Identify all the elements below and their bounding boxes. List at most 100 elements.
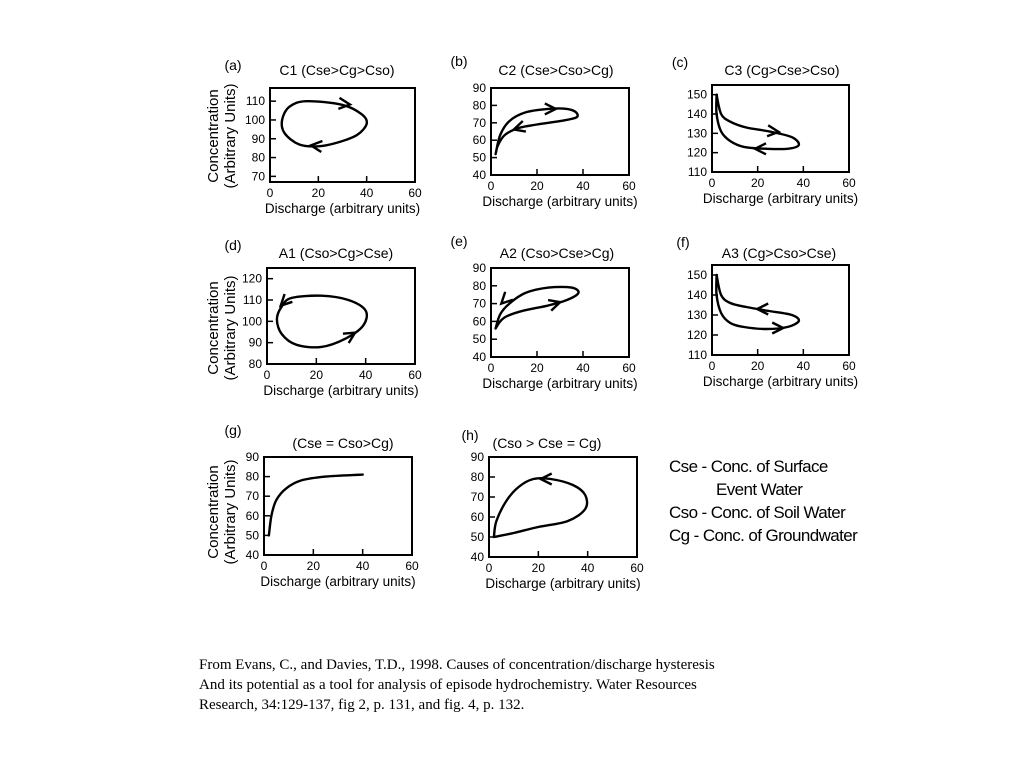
y-tick-label: 90 bbox=[249, 336, 263, 350]
y-tick-label: 120 bbox=[687, 328, 707, 342]
x-tick-label: 40 bbox=[797, 359, 811, 373]
plot-frame bbox=[269, 87, 416, 183]
x-tick-label: 20 bbox=[532, 561, 546, 575]
x-tick-label: 20 bbox=[307, 559, 321, 573]
legend-line-cse-continued: Event Water bbox=[716, 480, 803, 499]
y-tick-label: 120 bbox=[687, 146, 707, 160]
legend-line-cse: Cse - Conc. of Surface bbox=[669, 457, 828, 476]
y-axis-label-line: Concentration bbox=[205, 89, 222, 182]
direction-arrow bbox=[766, 124, 782, 138]
y-tick-label: 90 bbox=[471, 450, 485, 464]
y-axis-label: Concentration(Arbitrary Units) bbox=[205, 459, 239, 564]
hysteresis-curve bbox=[280, 99, 369, 148]
panel-label: (e) bbox=[450, 233, 467, 249]
y-axis-label: Concentration(Arbitrary Units) bbox=[205, 83, 239, 188]
chart-title: C1 (Cse>Cg>Cso) bbox=[279, 62, 394, 78]
hysteresis-curve bbox=[715, 93, 801, 151]
direction-arrow bbox=[547, 298, 563, 312]
y-tick-label: 40 bbox=[473, 350, 487, 364]
direction-arrow bbox=[771, 321, 786, 335]
y-tick-label: 80 bbox=[246, 470, 260, 484]
x-tick-label: 20 bbox=[530, 179, 544, 193]
y-tick-label: 70 bbox=[473, 116, 487, 130]
x-tick-label: 40 bbox=[356, 559, 370, 573]
y-tick-label: 50 bbox=[471, 530, 485, 544]
y-tick-label: 60 bbox=[473, 314, 487, 328]
x-tick-label: 60 bbox=[622, 361, 636, 375]
y-tick-label: 130 bbox=[687, 308, 707, 322]
y-tick-label: 150 bbox=[687, 88, 707, 102]
y-tick-label: 110 bbox=[688, 348, 707, 362]
panel-label: (a) bbox=[224, 57, 241, 73]
legend-line-cso: Cso - Conc. of Soil Water bbox=[669, 503, 846, 522]
hysteresis-curve bbox=[494, 107, 579, 156]
panel-c: (c) C3 (Cg>Cse>Cso) 110 120 130 140 150 0 20 40 60… bbox=[672, 54, 858, 206]
y-axis-label-line: (Arbitrary Units) bbox=[222, 459, 239, 564]
y-tick-label: 90 bbox=[252, 132, 266, 146]
hysteresis-curve bbox=[715, 273, 801, 331]
y-axis-label-line: (Arbitrary Units) bbox=[222, 275, 239, 380]
y-tick-label: 50 bbox=[473, 151, 487, 165]
citation-line: From Evans, C., and Davies, T.D., 1998. … bbox=[199, 657, 715, 673]
x-tick-label: 60 bbox=[408, 368, 422, 382]
x-tick-label: 60 bbox=[842, 359, 856, 373]
panel-label: (d) bbox=[224, 237, 241, 253]
y-tick-label: 40 bbox=[246, 548, 260, 562]
x-tick-label: 0 bbox=[267, 186, 274, 200]
chart-title: A1 (Cso>Cg>Cse) bbox=[279, 245, 393, 261]
x-tick-label: 40 bbox=[576, 361, 590, 375]
y-axis-label-line: (Arbitrary Units) bbox=[222, 83, 239, 188]
panel-d: (d) A1 (Cso>Cg>Cse) 80 90 100 110 120 0 20 40 60Di… bbox=[205, 237, 422, 398]
y-tick-label: 120 bbox=[242, 272, 262, 286]
y-tick-label: 110 bbox=[246, 94, 265, 108]
y-axis-label-line: Concentration bbox=[205, 281, 222, 374]
y-tick-label: 50 bbox=[246, 528, 260, 542]
x-tick-label: 60 bbox=[405, 559, 419, 573]
x-tick-label: 0 bbox=[264, 368, 271, 382]
citation-line: And its potential as a tool for analysis… bbox=[199, 677, 697, 693]
plot-frame bbox=[490, 267, 630, 358]
plot-frame bbox=[711, 84, 850, 173]
hysteresis-curve bbox=[494, 285, 580, 330]
y-tick-label: 90 bbox=[473, 261, 487, 275]
x-axis-label: Discharge (arbitrary units) bbox=[260, 574, 415, 589]
x-axis-label: Discharge (arbitrary units) bbox=[485, 576, 640, 591]
plot-frame bbox=[488, 456, 638, 558]
x-tick-label: 0 bbox=[488, 179, 495, 193]
x-tick-label: 40 bbox=[360, 186, 374, 200]
x-tick-label: 20 bbox=[530, 361, 544, 375]
y-tick-label: 80 bbox=[473, 98, 487, 112]
chart-title: (Cso > Cse = Cg) bbox=[493, 435, 602, 451]
y-tick-label: 100 bbox=[245, 113, 265, 127]
panel-label: (h) bbox=[461, 427, 478, 443]
y-tick-label: 80 bbox=[473, 279, 487, 293]
legend-line-cg: Cg - Conc. of Groundwater bbox=[669, 526, 858, 545]
x-tick-label: 0 bbox=[709, 359, 716, 373]
x-tick-label: 40 bbox=[576, 179, 590, 193]
x-axis-label: Discharge (arbitrary units) bbox=[265, 201, 420, 216]
direction-arrow bbox=[342, 331, 358, 344]
y-axis-label-line: Concentration bbox=[205, 465, 222, 558]
y-axis-label: Concentration(Arbitrary Units) bbox=[205, 275, 239, 380]
plot-frame bbox=[263, 456, 413, 556]
x-tick-label: 40 bbox=[581, 561, 595, 575]
y-tick-label: 90 bbox=[246, 450, 260, 464]
direction-arrow bbox=[754, 302, 769, 316]
x-axis-label: Discharge (arbitrary units) bbox=[263, 383, 418, 398]
y-tick-label: 150 bbox=[687, 268, 707, 282]
direction-arrow bbox=[308, 139, 323, 154]
y-tick-label: 100 bbox=[242, 314, 262, 328]
direction-arrow bbox=[538, 472, 553, 486]
x-axis-label: Discharge (arbitrary units) bbox=[482, 376, 637, 391]
y-tick-label: 40 bbox=[473, 168, 487, 182]
panel-a: (a) C1 (Cse>Cg>Cso) 70 80 90 100 110 0 20 40 60Dis… bbox=[205, 57, 422, 216]
x-tick-label: 40 bbox=[359, 368, 373, 382]
x-tick-label: 20 bbox=[310, 368, 324, 382]
chart-title: A3 (Cg>Cso>Cse) bbox=[722, 245, 836, 261]
y-tick-label: 60 bbox=[471, 510, 485, 524]
y-tick-label: 140 bbox=[687, 107, 707, 121]
